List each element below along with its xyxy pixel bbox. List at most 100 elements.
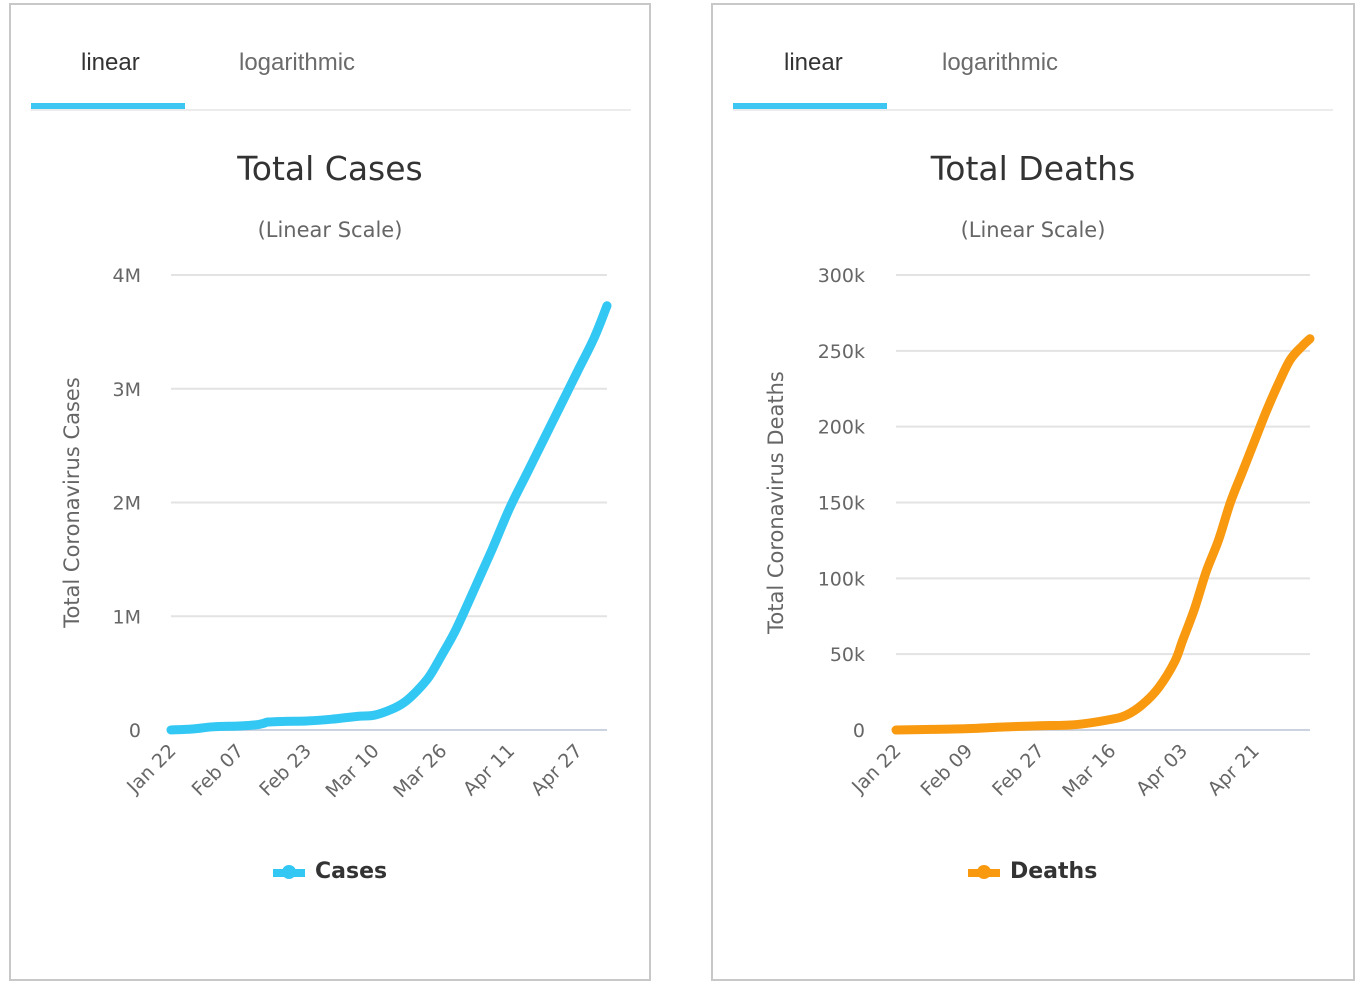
legend-item-deaths[interactable]: Deaths: [968, 859, 1097, 884]
x-tick-label: Feb 09: [916, 740, 977, 801]
y-tick-label: 150k: [818, 493, 865, 515]
y-tick-label: 50k: [830, 644, 865, 666]
data-point[interactable]: [255, 724, 257, 726]
tab-logarithmic[interactable]: logarithmic: [239, 49, 356, 76]
chart-title: Total Deaths: [930, 149, 1136, 188]
data-point[interactable]: [479, 575, 481, 577]
deaths-chart-panel: linear logarithmic Total Deaths (Linear …: [711, 3, 1355, 981]
data-point[interactable]: [267, 721, 269, 723]
legend-line-icon: [968, 864, 1000, 879]
data-point[interactable]: [509, 507, 511, 509]
data-point[interactable]: [492, 547, 494, 549]
active-tab-indicator: [31, 103, 185, 109]
x-tick-label: Apr 03: [1132, 740, 1192, 800]
y-tick-label: 100k: [818, 568, 865, 590]
active-tab-indicator: [733, 103, 887, 109]
data-point[interactable]: [967, 728, 969, 730]
data-point[interactable]: [1038, 725, 1040, 727]
scale-tabs: linear logarithmic: [31, 5, 631, 111]
tab-linear[interactable]: linear: [784, 49, 843, 76]
y-tick-label: 250k: [818, 341, 865, 363]
data-point[interactable]: [170, 729, 172, 731]
data-point[interactable]: [238, 725, 240, 727]
data-point[interactable]: [1289, 359, 1291, 361]
data-point[interactable]: [1002, 726, 1004, 728]
y-tick-label: 2M: [113, 493, 141, 515]
data-point[interactable]: [1074, 724, 1076, 726]
data-point[interactable]: [284, 720, 286, 722]
data-point[interactable]: [593, 337, 595, 339]
legend-label: Deaths: [1010, 859, 1098, 884]
x-tick-label: Jan 22: [122, 740, 180, 798]
data-point[interactable]: [1301, 345, 1303, 347]
data-point[interactable]: [1174, 661, 1176, 663]
x-tick-label: Feb 07: [188, 740, 249, 801]
data-point[interactable]: [606, 305, 608, 307]
y-tick-label: 1M: [113, 606, 141, 628]
data-point[interactable]: [1194, 608, 1196, 610]
x-tick-label: Jan 22: [847, 740, 905, 798]
chart-subtitle: (Linear Scale): [960, 218, 1106, 242]
series-line-cases[interactable]: [166, 301, 612, 735]
y-tick-label: 4M: [113, 265, 141, 287]
data-point[interactable]: [1265, 411, 1267, 413]
y-tick-label: 0: [129, 720, 141, 742]
data-point[interactable]: [1253, 441, 1255, 443]
chart-subtitle: (Linear Scale): [257, 218, 403, 242]
data-point[interactable]: [1217, 539, 1219, 541]
data-point[interactable]: [263, 722, 265, 724]
legend-item-cases[interactable]: Cases: [273, 859, 387, 884]
data-point[interactable]: [1142, 703, 1144, 705]
data-point[interactable]: [1110, 718, 1112, 720]
data-point[interactable]: [1309, 338, 1311, 340]
data-point[interactable]: [356, 715, 358, 717]
data-point[interactable]: [931, 728, 933, 730]
data-point[interactable]: [373, 714, 375, 716]
tab-linear[interactable]: linear: [81, 49, 140, 76]
data-point[interactable]: [454, 631, 456, 633]
data-point[interactable]: [1126, 714, 1128, 716]
data-point[interactable]: [403, 702, 405, 704]
data-point[interactable]: [543, 439, 545, 441]
x-tick-label: Feb 23: [255, 740, 316, 801]
x-tick-label: Apr 27: [527, 740, 587, 800]
data-point[interactable]: [1277, 383, 1279, 385]
chart-title: Total Cases: [237, 149, 423, 188]
tab-logarithmic[interactable]: logarithmic: [942, 49, 1059, 76]
scale-tabs: linear logarithmic: [733, 5, 1333, 111]
y-tick-label: 300k: [818, 265, 865, 287]
data-point[interactable]: [441, 654, 443, 656]
x-tick-label: Mar 26: [389, 740, 451, 802]
data-point[interactable]: [895, 729, 897, 731]
data-point[interactable]: [305, 720, 307, 722]
data-point[interactable]: [559, 405, 561, 407]
data-point[interactable]: [416, 690, 418, 692]
x-tick-label: Feb 27: [988, 740, 1049, 801]
y-tick-label: 3M: [113, 379, 141, 401]
series-line-deaths[interactable]: [891, 334, 1315, 735]
y-axis-title: Total Coronavirus Cases: [60, 377, 84, 629]
legend-line-icon: [273, 864, 305, 879]
data-point[interactable]: [428, 676, 430, 678]
data-point[interactable]: [331, 718, 333, 720]
data-point[interactable]: [1158, 687, 1160, 689]
data-point[interactable]: [1229, 502, 1231, 504]
data-point[interactable]: [1206, 570, 1208, 572]
data-point[interactable]: [466, 604, 468, 606]
x-tick-label: Mar 10: [321, 740, 383, 802]
data-point[interactable]: [191, 728, 193, 730]
data-point[interactable]: [526, 473, 528, 475]
data-point[interactable]: [576, 371, 578, 373]
x-tick-label: Apr 21: [1204, 740, 1264, 800]
data-point[interactable]: [1182, 640, 1184, 642]
data-point[interactable]: [390, 709, 392, 711]
x-tick-label: Mar 16: [1058, 740, 1120, 802]
y-axis-title: Total Coronavirus Deaths: [764, 371, 788, 635]
deaths-plot: 0 50k 100k 150k 200k 250k 300k Total Coronaviru…: [764, 265, 1315, 802]
cases-chart-panel: linear logarithmic Total Cases (Linear S…: [9, 3, 651, 981]
x-tick-label: Apr 11: [459, 740, 519, 800]
y-tick-label: 200k: [818, 417, 865, 439]
data-point[interactable]: [1241, 471, 1243, 473]
data-point[interactable]: [212, 726, 214, 728]
